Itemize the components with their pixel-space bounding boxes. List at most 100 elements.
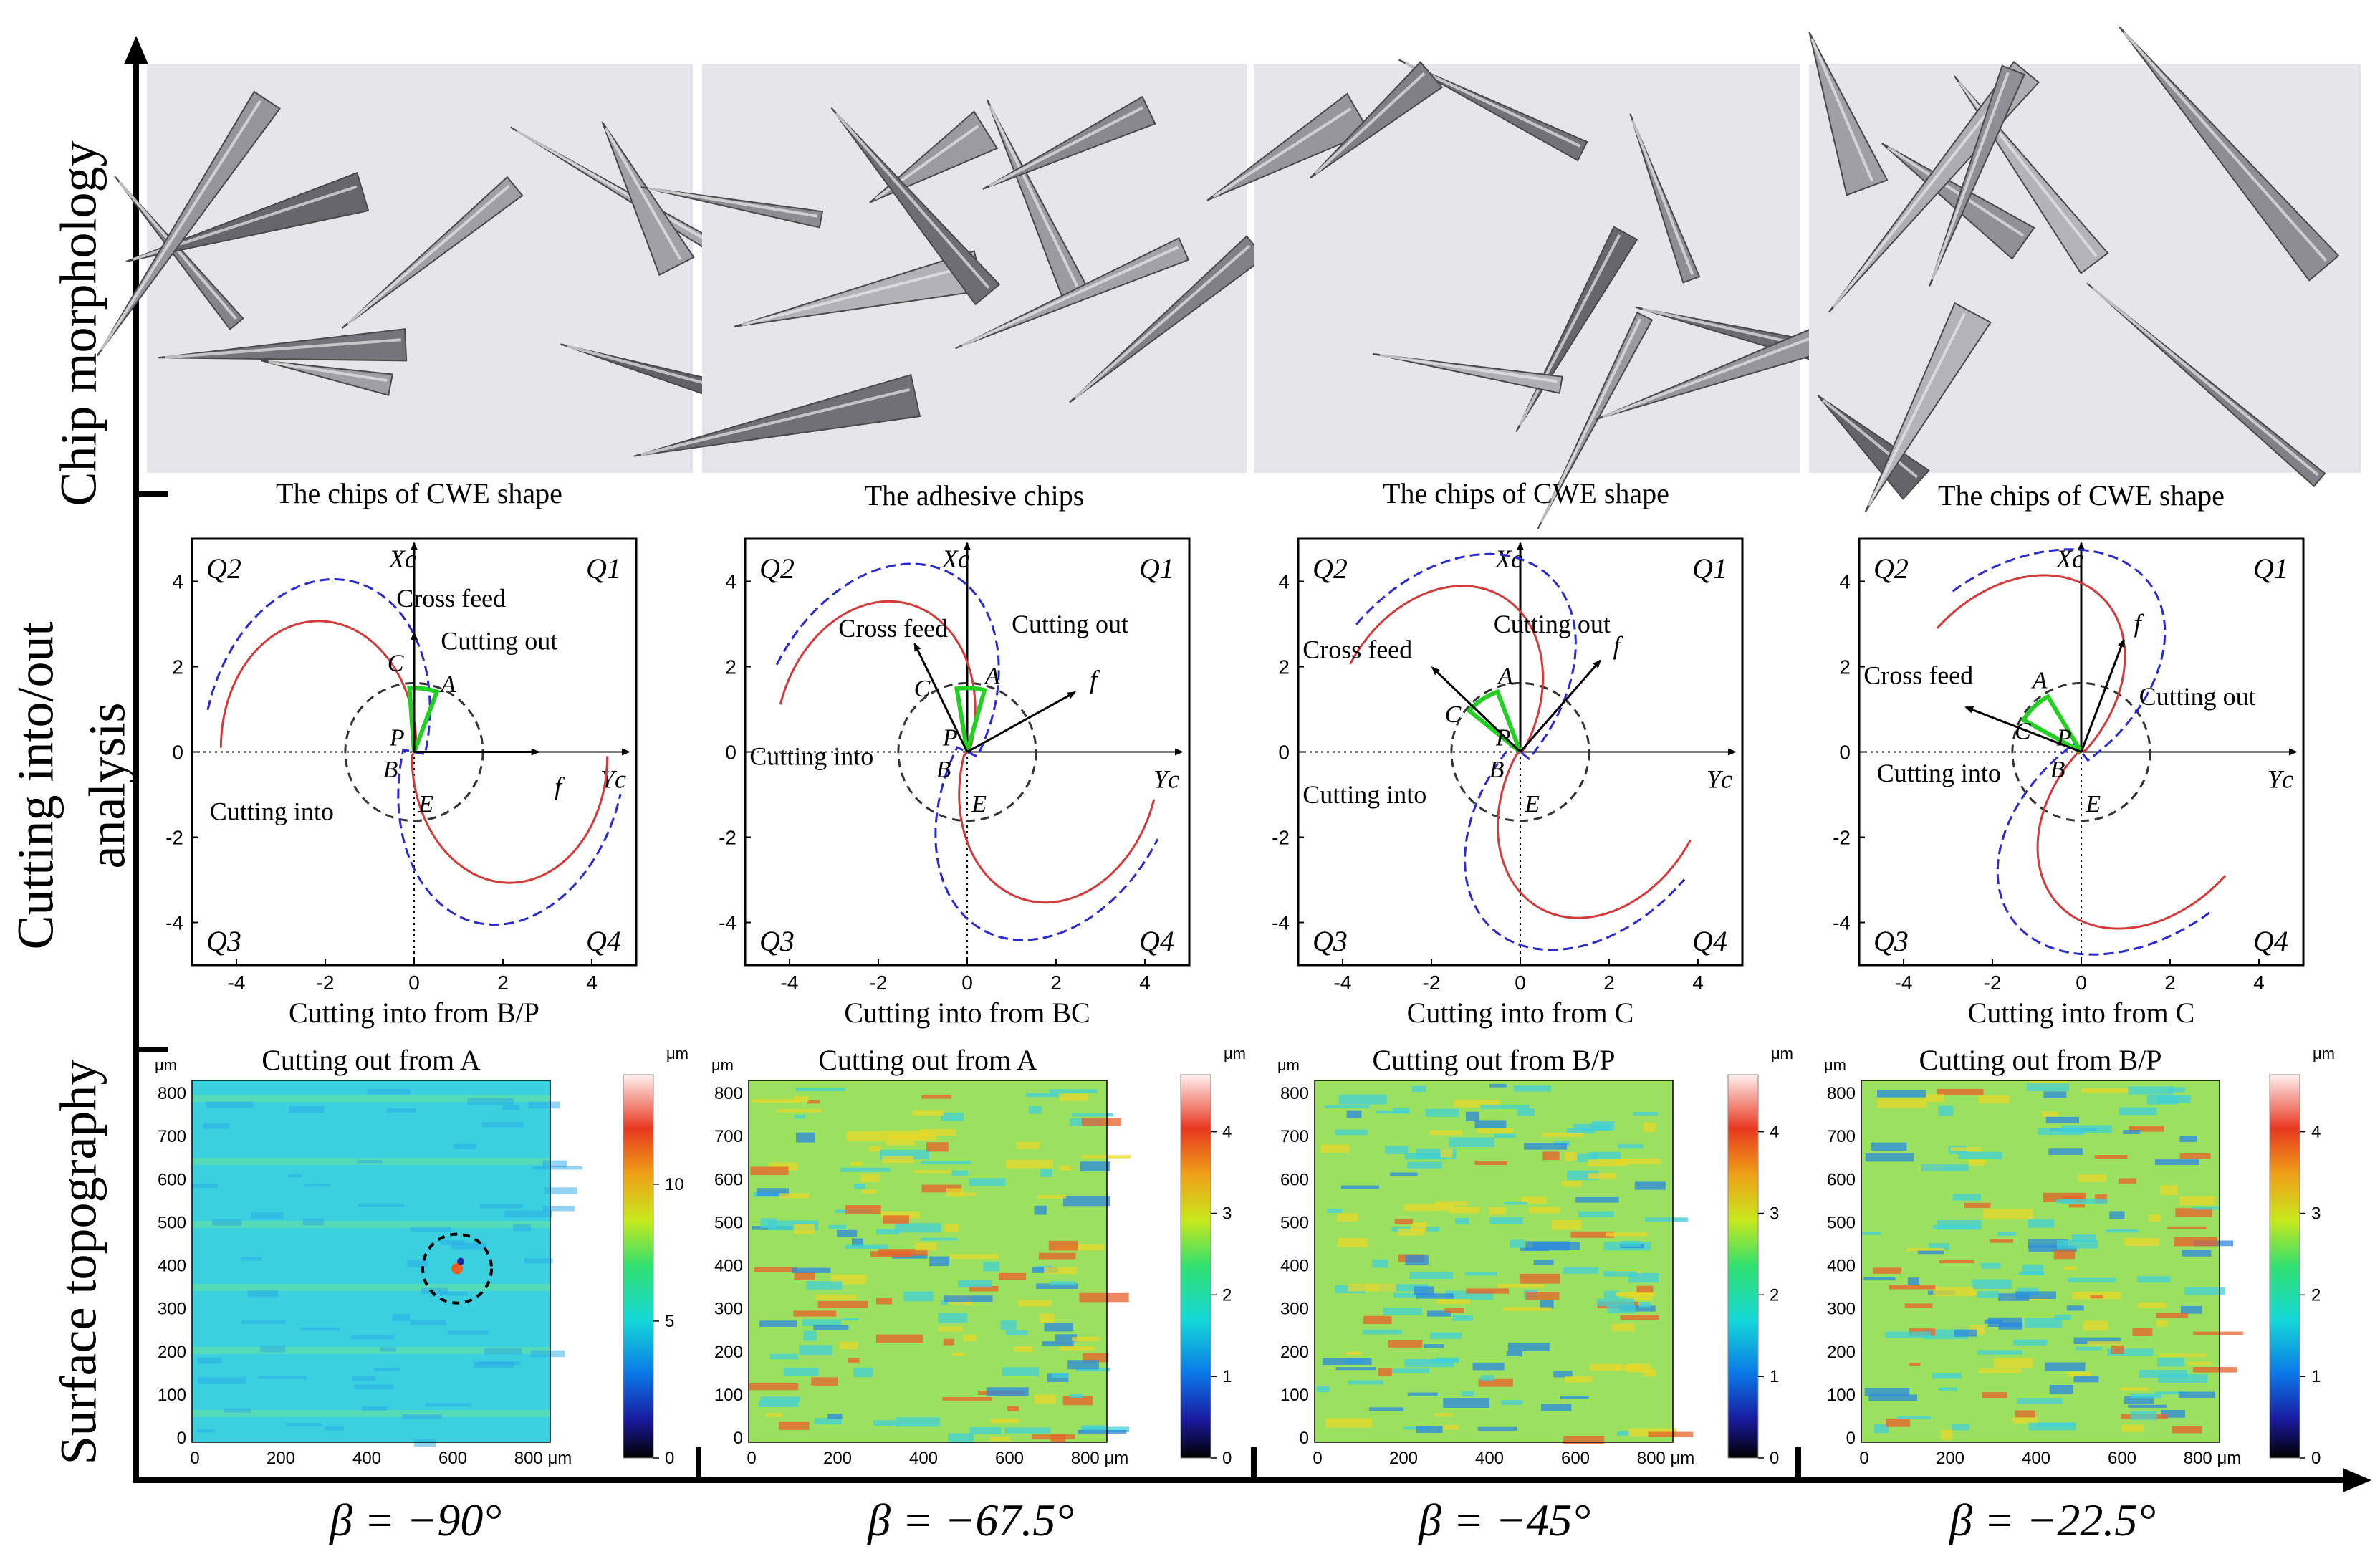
map-texture: [1506, 1351, 1522, 1357]
photo-caption: The adhesive chips: [864, 479, 1085, 512]
map-texture: [467, 1098, 514, 1105]
map-texture: [1909, 1363, 1921, 1366]
map-texture: [484, 1348, 522, 1355]
map-texture: [1079, 1292, 1129, 1303]
x-tick-label: 4: [586, 972, 598, 994]
map-texture: [1606, 1232, 1648, 1237]
map-texture: [1444, 1308, 1464, 1313]
map-texture: [1510, 1239, 1525, 1248]
map-texture: [1933, 1287, 1974, 1296]
map-texture: [479, 1204, 523, 1209]
map-texture: [2076, 1346, 2102, 1351]
colorbar-tick-label: 3: [1770, 1204, 1779, 1224]
map-texture: [814, 1418, 843, 1425]
map-texture: [1067, 1360, 1099, 1370]
map-texture: [1977, 1291, 1999, 1298]
row-label-surface-topography: Surface topography: [49, 1059, 107, 1465]
cross-feed-arrow: [1964, 706, 2082, 753]
map-x-tick-label: 800 μm: [1637, 1449, 1695, 1468]
map-texture: [1932, 1225, 1977, 1229]
annotation-cross-feed: Cross feed: [396, 584, 506, 613]
colorbar-tick-label: 0: [665, 1449, 674, 1468]
x-tick-label: -2: [317, 972, 335, 994]
chip-highlight: [268, 360, 388, 383]
map-texture: [2015, 1291, 2056, 1300]
map-texture: [1474, 1120, 1507, 1128]
map-y-tick-label: 600: [1827, 1170, 1856, 1189]
map-texture: [840, 1167, 891, 1172]
map-x-tick-label: 200: [267, 1449, 295, 1468]
map-texture: [873, 1420, 896, 1426]
y-tick-label: 0: [172, 742, 183, 764]
map-texture: [957, 1280, 992, 1288]
map-texture: [1896, 1416, 1932, 1420]
map-texture: [794, 1224, 815, 1234]
map-texture: [759, 1320, 797, 1327]
map-texture: [837, 1229, 858, 1237]
map-texture: [1044, 1267, 1078, 1275]
map-texture: [990, 1418, 1020, 1424]
map-x-tick-label: 0: [1859, 1449, 1868, 1468]
map-y-tick-label: 200: [1827, 1343, 1856, 1362]
map-texture: [1040, 1169, 1052, 1177]
colorbar-tick-label: 0: [1222, 1449, 1232, 1468]
map-frame: [748, 1080, 1108, 1443]
map-texture: [2109, 1211, 2125, 1219]
quadrant-label-q2: Q2: [206, 552, 241, 585]
map-y-tick-label: 200: [1280, 1343, 1309, 1362]
map-texture: [453, 1143, 476, 1149]
chip-highlight: [835, 112, 990, 289]
map-texture: [882, 1156, 913, 1164]
map-texture: [1017, 1300, 1052, 1307]
map-texture: [2071, 1234, 2096, 1242]
map-texture: [1059, 1093, 1088, 1101]
chip-shape: [96, 90, 281, 357]
map-texture: [2124, 1237, 2159, 1247]
beta-label: β = −45°: [1419, 1495, 1590, 1545]
map-texture: [2049, 1385, 2073, 1394]
map-texture: [1565, 1151, 1578, 1161]
map-y-tick-label: 700: [158, 1127, 186, 1146]
map-texture: [1542, 1132, 1584, 1137]
map-texture: [926, 1142, 949, 1152]
map-texture: [2154, 1159, 2199, 1165]
map-texture: [2138, 1302, 2167, 1308]
map-texture: [2111, 1345, 2124, 1354]
map-texture: [1060, 1165, 1072, 1171]
map-texture: [2045, 1116, 2079, 1124]
map-texture: [1324, 1105, 1370, 1109]
map-texture: [1337, 1213, 1358, 1222]
map-x-tick-label: 800 μm: [1071, 1449, 1129, 1468]
map-texture: [2119, 1107, 2157, 1116]
map-texture: [1072, 1336, 1100, 1342]
map-y-tick-label: 300: [158, 1300, 186, 1319]
map-texture: [853, 1367, 873, 1378]
map-texture: [1542, 1151, 1560, 1161]
colorbar-tick-label: 4: [1222, 1123, 1232, 1142]
map-texture: [1489, 1083, 1507, 1088]
map-x-tick-label: 600: [1561, 1449, 1590, 1468]
chip-highlight: [648, 186, 817, 218]
y-tick-label: 0: [725, 742, 736, 764]
map-y-tick-label: 0: [1846, 1429, 1856, 1448]
map-texture: [1369, 1407, 1404, 1411]
map-texture: [870, 1251, 912, 1257]
map-texture: [1634, 1181, 1666, 1190]
map-texture: [1507, 1342, 1550, 1351]
map-texture: [1967, 1290, 1985, 1296]
map-texture: [768, 1162, 798, 1171]
map-texture: [2136, 1276, 2171, 1283]
map-texture: [813, 1325, 849, 1330]
map-texture: [1561, 1180, 1582, 1187]
map-texture: [839, 1341, 858, 1350]
map-texture: [765, 1413, 782, 1418]
map-texture: [1378, 1368, 1392, 1376]
map-texture: [1513, 1085, 1551, 1092]
map-texture: [1411, 1085, 1426, 1092]
map-y-tick-label: 300: [1827, 1300, 1856, 1319]
annotation-cutting-into: Cutting into: [1877, 759, 2001, 787]
chip-highlight: [640, 388, 911, 456]
map-texture: [504, 1210, 552, 1218]
